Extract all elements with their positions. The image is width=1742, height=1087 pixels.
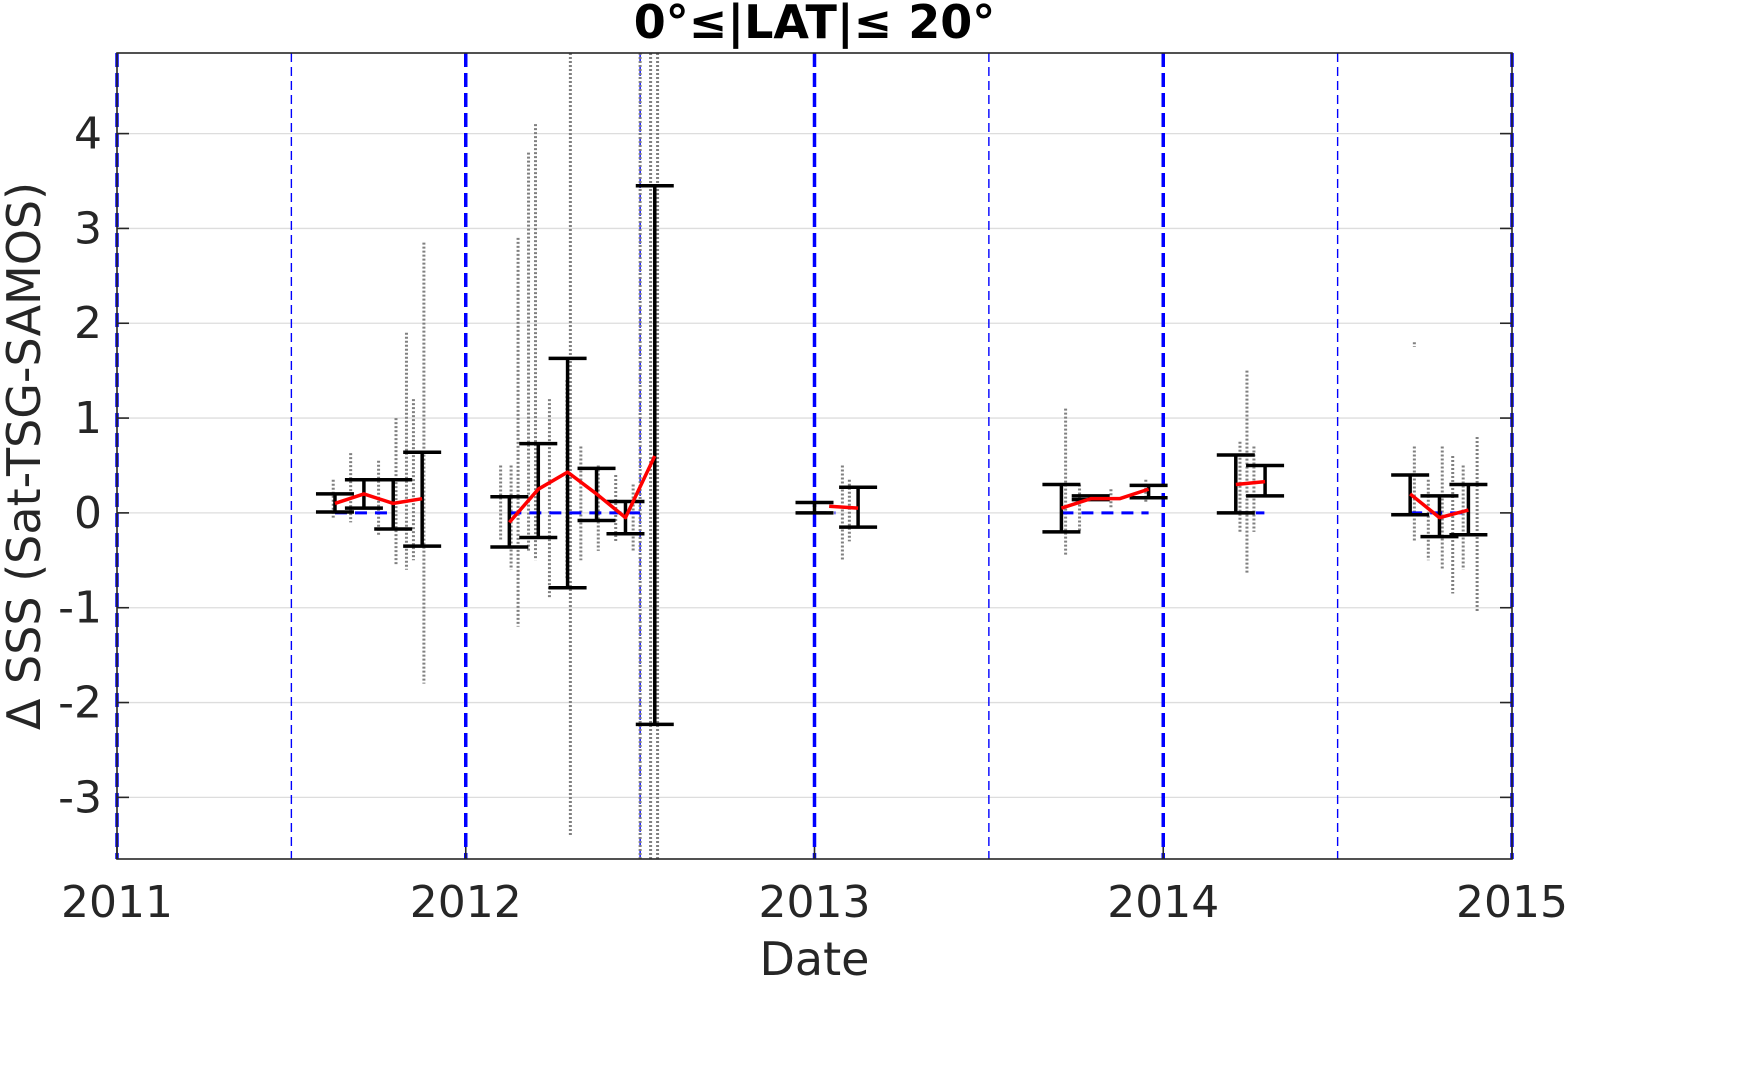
x-tick-label: 2015 xyxy=(1456,877,1568,928)
tick-layer: -3 -2 -1 0 1 2 3 4 2011 2012 2013 2014 2015 xyxy=(58,109,1568,928)
mean-line xyxy=(1235,479,1266,487)
y-tick-label: -3 xyxy=(58,772,102,823)
chart-title: 0°≤|LAT|≤ 20° xyxy=(634,0,995,50)
y-tick-label: 4 xyxy=(74,109,102,160)
x-tick-label: 2013 xyxy=(759,877,871,928)
y-tick-label: -2 xyxy=(58,678,102,729)
mean-line xyxy=(829,504,859,510)
y-tick-label: -1 xyxy=(58,583,102,634)
mean-line-layer xyxy=(334,455,1469,524)
y-tick-label: 2 xyxy=(74,298,102,349)
x-tick-label: 2011 xyxy=(61,877,173,928)
x-axis-title: Date xyxy=(760,932,870,986)
mean-line xyxy=(508,455,657,524)
x-tick-label: 2014 xyxy=(1107,877,1219,928)
y-axis-title: Δ SSS (Sat-TSG-SAMOS) xyxy=(0,182,51,730)
y-tick-label: 0 xyxy=(74,488,102,539)
y-tick-label: 3 xyxy=(74,203,102,254)
y-tick-label: 1 xyxy=(74,393,102,444)
mean-line xyxy=(334,492,423,506)
mean-line xyxy=(1060,487,1150,510)
mean-line xyxy=(1409,492,1469,520)
x-tick-label: 2012 xyxy=(410,877,522,928)
